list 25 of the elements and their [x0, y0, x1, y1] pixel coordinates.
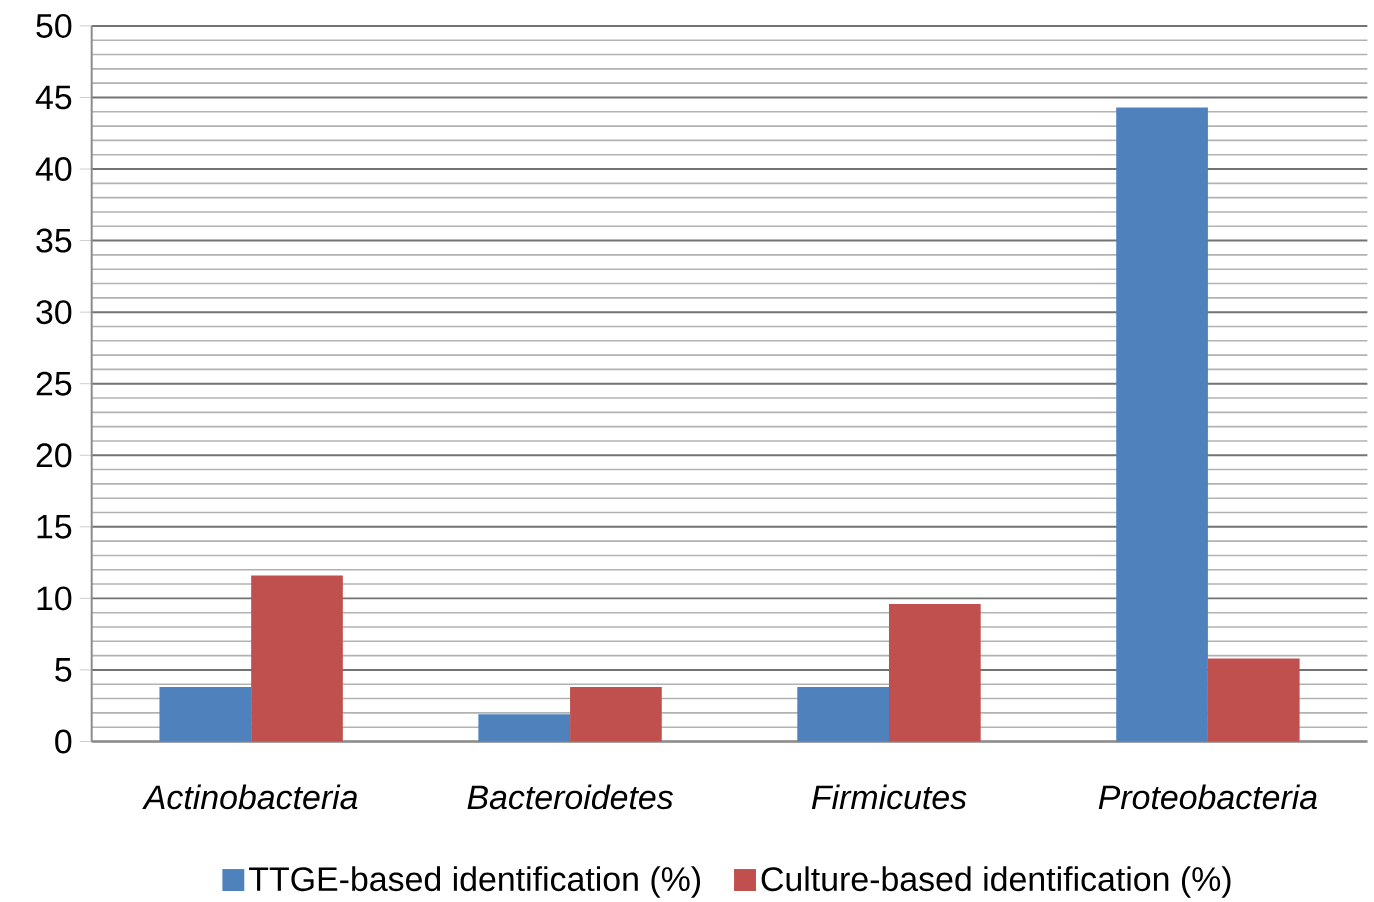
y-tick-label: 40: [35, 157, 72, 182]
bar: [1207, 658, 1300, 742]
x-tick-label: Firmicutes: [811, 784, 967, 810]
y-tick-label: 30: [36, 300, 72, 325]
y-tick-label: 0: [55, 729, 72, 754]
legend-label: Culture-based identification (%): [761, 866, 1231, 898]
y-tick-label: 25: [36, 371, 72, 396]
y-tick-label: 20: [36, 443, 72, 468]
bar: [1116, 107, 1208, 742]
x-tick-label: Actinobacteria: [142, 784, 358, 810]
bar: [251, 575, 343, 742]
y-tick-label: 10: [37, 586, 72, 611]
bar: [797, 687, 889, 742]
x-tick-label: Proteobacteria: [1098, 784, 1317, 810]
y-tick-label: 15: [37, 515, 72, 539]
x-tick-label: Bacteroidetes: [467, 784, 673, 810]
y-tick-label: 45: [35, 85, 72, 110]
y-tick-label: 50: [36, 14, 72, 39]
bar: [888, 604, 981, 742]
bar: [159, 687, 252, 742]
y-tick-label: 35: [36, 228, 72, 253]
legend-label: TTGE-based identification (%): [249, 866, 700, 898]
bar: [570, 687, 662, 742]
bar: [478, 714, 571, 742]
y-tick-label: 5: [55, 658, 72, 682]
